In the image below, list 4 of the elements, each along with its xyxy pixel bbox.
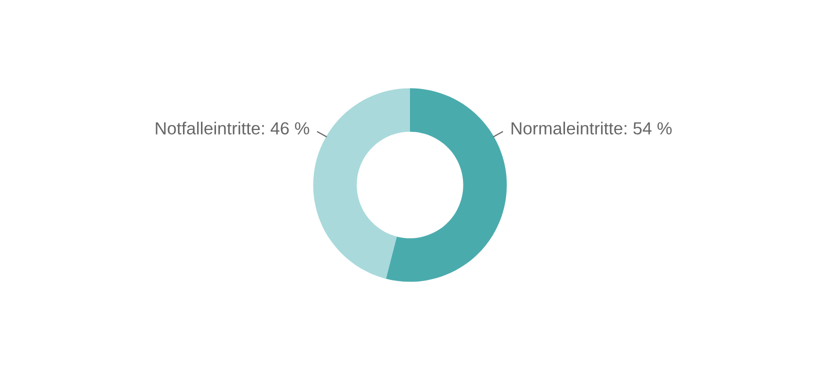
donut-slice [313,88,410,279]
donut-slice [386,88,507,282]
slice-label: Normaleintritte: 54 % [512,122,672,134]
slice-label: Notfalleintritte: 46 % [156,122,310,134]
